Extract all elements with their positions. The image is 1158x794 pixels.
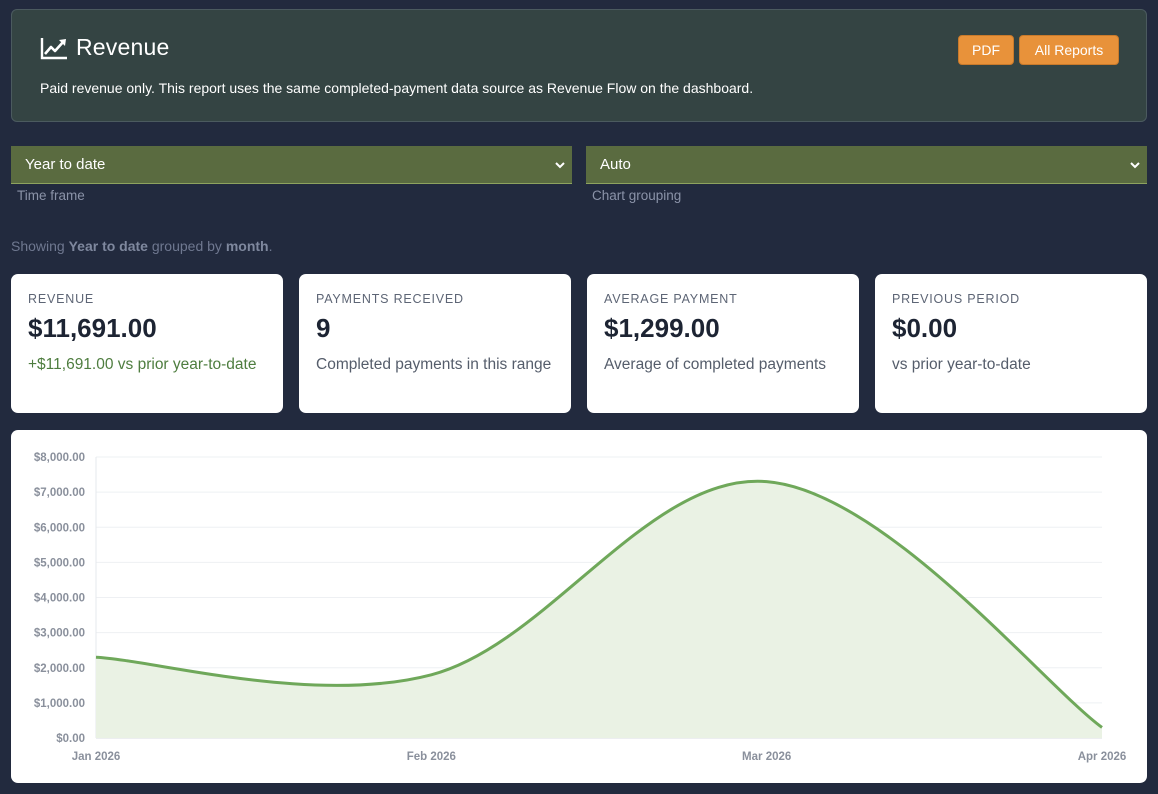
x-tick-label: Mar 2026	[742, 751, 791, 763]
stat-value: $1,299.00	[604, 313, 720, 343]
previous-period-card: PREVIOUS PERIOD $0.00 vs prior year-to-d…	[875, 274, 1147, 413]
stat-value: $11,691.00	[28, 313, 157, 343]
time-frame-select[interactable]: Year to date	[11, 146, 572, 184]
showing-summary: Showing Year to date grouped by month.	[11, 238, 272, 254]
x-tick-label: Apr 2026	[1078, 751, 1127, 763]
stat-label: REVENUE	[28, 292, 95, 306]
chart-grouping-value: Auto	[600, 156, 631, 173]
pdf-button[interactable]: PDF	[958, 35, 1014, 65]
average-payment-card: AVERAGE PAYMENT $1,299.00 Average of com…	[587, 274, 859, 413]
series-area	[96, 481, 1102, 738]
line-chart-icon	[40, 37, 67, 59]
chart-grouping-caption: Chart grouping	[592, 188, 682, 203]
stat-label: PAYMENTS RECEIVED	[316, 292, 464, 306]
showing-prefix: Showing	[11, 238, 65, 254]
showing-range: Year to date	[68, 238, 148, 254]
chart-grouping-select[interactable]: Auto	[586, 146, 1147, 184]
y-tick-label: $2,000.00	[34, 663, 85, 675]
y-tick-label: $3,000.00	[34, 628, 85, 640]
x-tick-label: Jan 2026	[72, 751, 121, 763]
chevron-down-icon	[1130, 162, 1140, 169]
time-frame-value: Year to date	[25, 156, 106, 173]
time-frame-caption: Time frame	[17, 188, 85, 203]
series-line	[95, 479, 1103, 729]
y-tick-label: $0.00	[56, 733, 85, 745]
stat-sub: Average of completed payments	[604, 356, 827, 373]
x-tick-label: Feb 2026	[407, 751, 456, 763]
page-subtitle: Paid revenue only. This report uses the …	[40, 80, 754, 96]
showing-suffix: .	[268, 238, 273, 254]
title-row: Revenue	[40, 34, 169, 61]
stat-label: PREVIOUS PERIOD	[892, 292, 1020, 306]
y-tick-label: $5,000.00	[34, 557, 85, 569]
report-header: Revenue Paid revenue only. This report u…	[11, 9, 1147, 122]
stat-sub: Completed payments in this range	[316, 356, 552, 373]
all-reports-button[interactable]: All Reports	[1019, 35, 1119, 65]
y-tick-label: $6,000.00	[34, 522, 85, 534]
y-tick-label: $1,000.00	[34, 698, 85, 710]
y-tick-label: $8,000.00	[34, 452, 85, 464]
showing-middle: grouped by	[151, 238, 222, 254]
stat-sub: +$11,691.00 vs prior year-to-date	[28, 356, 257, 373]
revenue-card: REVENUE $11,691.00 +$11,691.00 vs prior …	[11, 274, 283, 413]
showing-group: month	[225, 238, 269, 254]
page-title: Revenue	[76, 34, 170, 60]
chevron-down-icon	[555, 162, 565, 169]
stat-value: $0.00	[892, 313, 958, 343]
stat-sub: vs prior year-to-date	[892, 356, 1031, 373]
stat-value: 9	[316, 313, 331, 343]
y-tick-label: $7,000.00	[34, 487, 85, 499]
stat-label: AVERAGE PAYMENT	[604, 292, 738, 306]
revenue-chart: $0.00 $1,000.00 $2,000.00 $3,000.00 $4,000.0…	[34, 452, 1127, 763]
revenue-chart-card: $0.00 $1,000.00 $2,000.00 $3,000.00 $4,000.0…	[11, 430, 1147, 783]
y-tick-label: $4,000.00	[34, 593, 85, 605]
payments-received-card: PAYMENTS RECEIVED 9 Completed payments i…	[299, 274, 571, 413]
